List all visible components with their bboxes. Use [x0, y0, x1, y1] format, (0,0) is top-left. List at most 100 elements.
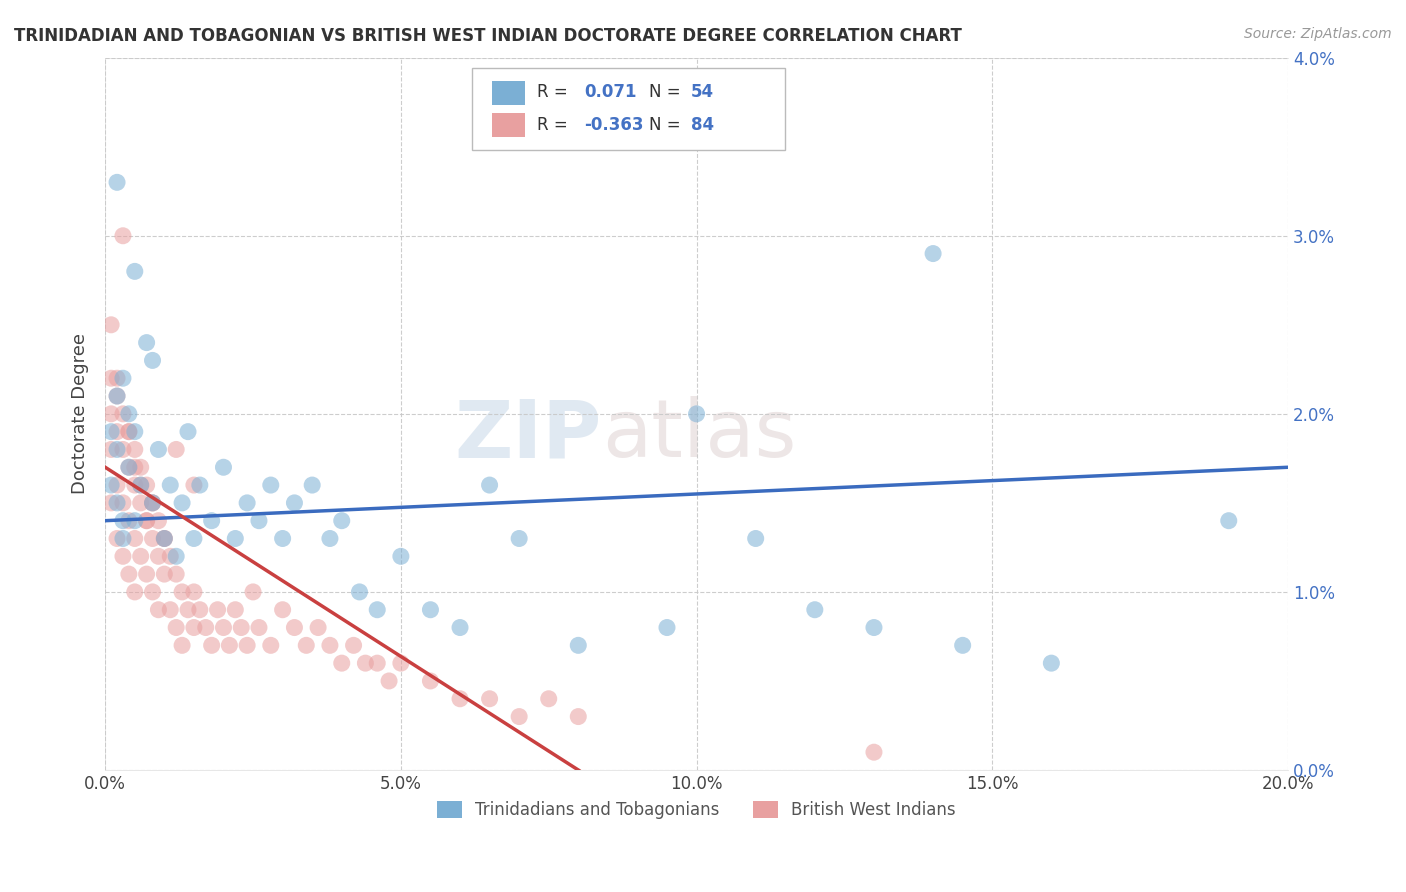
Point: [111, 371, 134, 385]
Point: [105, 389, 128, 403]
Point: [100, 496, 122, 510]
Point: [389, 656, 412, 670]
Point: [111, 514, 134, 528]
Text: 0.071: 0.071: [585, 83, 637, 101]
Point: [135, 514, 157, 528]
Point: [111, 442, 134, 457]
Point: [129, 496, 152, 510]
Point: [330, 514, 353, 528]
Point: [135, 567, 157, 582]
Point: [349, 585, 371, 599]
Point: [141, 496, 163, 510]
Point: [153, 532, 176, 546]
Point: [129, 460, 152, 475]
Point: [148, 514, 170, 528]
Point: [165, 549, 187, 564]
Point: [118, 460, 141, 475]
Point: [172, 496, 194, 510]
Text: 54: 54: [690, 83, 714, 101]
Point: [118, 425, 141, 439]
Y-axis label: Doctorate Degree: Doctorate Degree: [72, 334, 89, 494]
Point: [111, 549, 134, 564]
Point: [366, 603, 388, 617]
Point: [129, 478, 152, 492]
Point: [177, 425, 200, 439]
Point: [378, 673, 401, 688]
Point: [111, 532, 134, 546]
Point: [295, 638, 318, 652]
Text: R =: R =: [537, 116, 572, 135]
Point: [141, 496, 163, 510]
Point: [307, 621, 329, 635]
Point: [744, 532, 766, 546]
Point: [301, 478, 323, 492]
Point: [153, 532, 176, 546]
Point: [141, 585, 163, 599]
Point: [236, 638, 259, 652]
Point: [1040, 656, 1063, 670]
Point: [212, 621, 235, 635]
Legend: Trinidadians and Tobagonians, British West Indians: Trinidadians and Tobagonians, British We…: [430, 794, 963, 826]
Point: [105, 496, 128, 510]
Point: [1218, 514, 1240, 528]
Point: [165, 442, 187, 457]
Point: [148, 603, 170, 617]
Point: [247, 514, 270, 528]
Point: [863, 621, 886, 635]
Point: [100, 318, 122, 332]
Point: [159, 478, 181, 492]
Point: [118, 407, 141, 421]
Point: [118, 514, 141, 528]
Point: [183, 585, 205, 599]
Point: [218, 638, 240, 652]
Point: [685, 407, 707, 421]
Bar: [492, 113, 524, 137]
Point: [124, 425, 146, 439]
Point: [354, 656, 377, 670]
Point: [319, 638, 342, 652]
Point: [224, 603, 246, 617]
Point: [260, 638, 283, 652]
Point: [124, 442, 146, 457]
Text: atlas: atlas: [602, 396, 796, 475]
Point: [100, 407, 122, 421]
Point: [212, 460, 235, 475]
Point: [124, 532, 146, 546]
Point: [105, 371, 128, 385]
Point: [135, 335, 157, 350]
Point: [183, 532, 205, 546]
Point: [271, 603, 294, 617]
Point: [342, 638, 364, 652]
Point: [141, 353, 163, 368]
Text: -0.363: -0.363: [585, 116, 644, 135]
Point: [449, 691, 471, 706]
Point: [224, 532, 246, 546]
Point: [124, 478, 146, 492]
Text: ZIP: ZIP: [454, 396, 602, 475]
Point: [283, 496, 305, 510]
Point: [135, 478, 157, 492]
Point: [124, 514, 146, 528]
Point: [419, 673, 441, 688]
Point: [567, 638, 589, 652]
Point: [201, 638, 224, 652]
Point: [105, 442, 128, 457]
Point: [188, 478, 211, 492]
Point: [952, 638, 974, 652]
Point: [111, 496, 134, 510]
Point: [100, 371, 122, 385]
Point: [111, 228, 134, 243]
Point: [319, 532, 342, 546]
Point: [804, 603, 827, 617]
Point: [124, 585, 146, 599]
Point: [508, 532, 530, 546]
Point: [129, 478, 152, 492]
Point: [188, 603, 211, 617]
Bar: [492, 81, 524, 105]
Text: TRINIDADIAN AND TOBAGONIAN VS BRITISH WEST INDIAN DOCTORATE DEGREE CORRELATION C: TRINIDADIAN AND TOBAGONIAN VS BRITISH WE…: [14, 27, 962, 45]
Point: [153, 567, 176, 582]
Point: [100, 442, 122, 457]
Point: [118, 460, 141, 475]
Point: [247, 621, 270, 635]
Point: [478, 478, 501, 492]
